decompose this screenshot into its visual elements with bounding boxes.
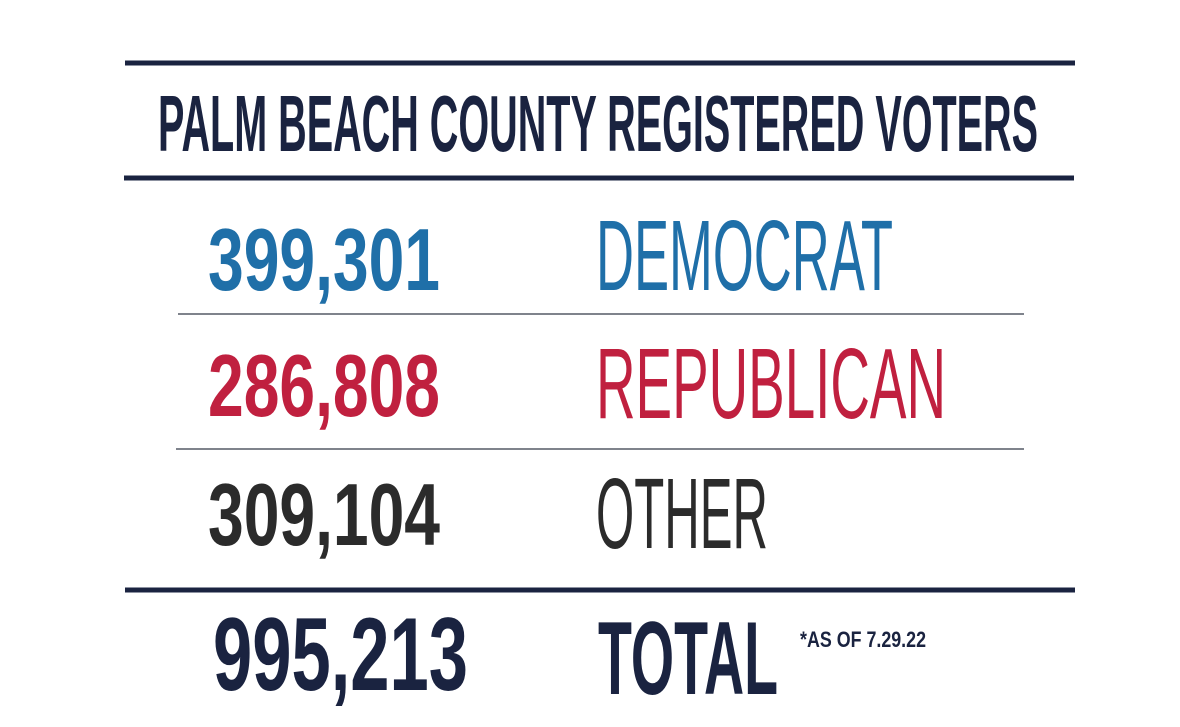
title: PALM BEACH COUNTY REGISTERED VOTERS bbox=[158, 79, 1038, 168]
date-note: *AS OF 7.29.22 bbox=[800, 627, 926, 652]
total-label: TOTAL bbox=[598, 601, 778, 717]
other-count: 309,104 bbox=[208, 465, 440, 564]
democrat-count: 399,301 bbox=[208, 210, 440, 309]
other-label: OTHER bbox=[596, 458, 768, 570]
republican-count: 286,808 bbox=[208, 336, 440, 435]
republican-label: REPUBLICAN bbox=[596, 328, 946, 440]
democrat-label: DEMOCRAT bbox=[596, 200, 893, 312]
total-count: 995,213 bbox=[213, 597, 468, 713]
